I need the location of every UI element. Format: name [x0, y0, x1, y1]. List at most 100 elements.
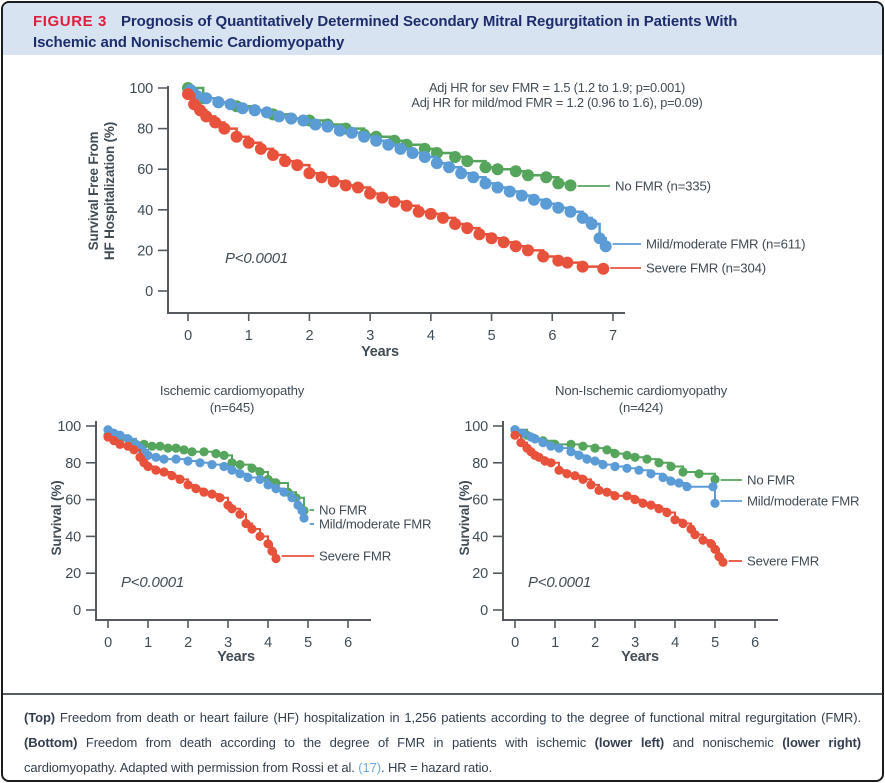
data-point [321, 120, 334, 133]
data-point [662, 507, 672, 518]
data-point [406, 147, 419, 159]
data-point [646, 469, 656, 479]
p-value-label: P<0.0001 [528, 574, 591, 591]
axis-lines [95, 421, 371, 621]
data-point [638, 498, 648, 508]
data-point [159, 454, 169, 464]
data-point [171, 454, 181, 464]
x-tick-label: 0 [104, 635, 112, 651]
data-point [273, 110, 286, 123]
data-point [352, 181, 364, 194]
data-point [255, 474, 265, 484]
data-point [279, 487, 289, 497]
series-label: Severe FMR (n=304) [646, 261, 766, 276]
y-tick-label: 40 [137, 203, 153, 219]
series-red: Severe FMR [510, 430, 819, 569]
data-point [576, 211, 589, 224]
data-point [503, 185, 516, 198]
data-point [670, 515, 680, 525]
data-point [479, 177, 492, 190]
x-axis-title: Years [361, 344, 399, 360]
x-tick-label: 0 [511, 635, 519, 651]
data-point [570, 471, 580, 481]
data-point [552, 177, 565, 190]
data-point [443, 161, 456, 174]
survival-step-line [188, 92, 605, 269]
data-point [461, 155, 474, 168]
data-point [236, 102, 249, 115]
data-point [267, 546, 277, 556]
data-point [694, 469, 704, 479]
x-tick-label: 0 [184, 328, 192, 344]
data-point [418, 151, 431, 163]
y-tick-label: 100 [57, 419, 81, 435]
data-point [254, 142, 267, 155]
chart-subtitle: (n=645) [210, 400, 254, 415]
data-point [562, 469, 572, 479]
data-point [540, 171, 553, 184]
chart-subtitle: (n=424) [619, 400, 663, 415]
y-axis-ticks: 0 20 40 60 80 100 [57, 419, 96, 619]
chart-title: Non-Ischemic cardiomyopathy [555, 383, 728, 398]
p-value-label: P<0.0001 [121, 574, 184, 591]
series-label: Severe FMR [747, 554, 819, 569]
data-point [219, 461, 229, 472]
data-point [195, 458, 205, 468]
x-axis-title: Years [621, 649, 659, 665]
series-label: No FMR (n=335) [615, 179, 711, 194]
data-point [227, 465, 237, 475]
data-point [412, 205, 425, 218]
series-green: No FMR [510, 425, 795, 488]
data-point [546, 458, 556, 468]
caption-text: (Top) [24, 710, 56, 725]
data-point [179, 445, 189, 455]
y-axis-ticks: 0 20 40 60 80 100 [129, 81, 168, 300]
y-tick-label: 0 [480, 603, 488, 619]
data-point [370, 134, 383, 147]
y-tick-label: 40 [65, 529, 81, 545]
data-point [540, 197, 553, 210]
x-tick-label: 2 [591, 635, 599, 651]
data-point [449, 151, 462, 163]
y-tick-label: 80 [472, 456, 488, 472]
data-point [602, 445, 612, 455]
data-point [597, 262, 610, 275]
data-point [235, 460, 245, 470]
x-tick-label: 1 [245, 328, 253, 344]
data-point [622, 450, 632, 460]
data-point [582, 454, 592, 464]
data-point [297, 506, 307, 516]
data-point [537, 250, 550, 263]
y-tick-label: 80 [65, 456, 81, 472]
data-point [610, 461, 620, 472]
data-point [227, 504, 237, 514]
data-point [682, 482, 692, 492]
y-tick-label: 20 [65, 566, 81, 582]
data-point [271, 553, 281, 564]
x-tick-label: 5 [304, 635, 312, 651]
data-point [437, 211, 449, 224]
x-axis-ticks: 0 1 2 3 4 5 6 [104, 620, 352, 651]
data-point [516, 438, 526, 448]
data-point [163, 443, 173, 453]
data-point [260, 106, 273, 119]
data-point [207, 489, 217, 499]
x-axis-ticks: 0 1 2 3 4 5 6 7 [184, 313, 617, 344]
data-point [690, 530, 700, 540]
data-point [263, 480, 273, 490]
y-tick-label: 60 [137, 162, 153, 178]
x-tick-label: 6 [344, 635, 352, 651]
caption-text: Freedom from death according to the degr… [77, 735, 595, 750]
data-point [538, 438, 548, 448]
data-point [255, 531, 265, 542]
caption-text: Freedom from death or heart failure (HF)… [55, 710, 861, 725]
data-point [291, 159, 304, 172]
data-point [678, 467, 688, 477]
data-point [630, 495, 640, 505]
data-point [115, 439, 125, 449]
chart-title: Ischemic cardiomyopathy [160, 383, 305, 398]
data-point [159, 467, 169, 477]
data-point [263, 539, 273, 549]
reference-link[interactable]: (17) [358, 760, 381, 775]
